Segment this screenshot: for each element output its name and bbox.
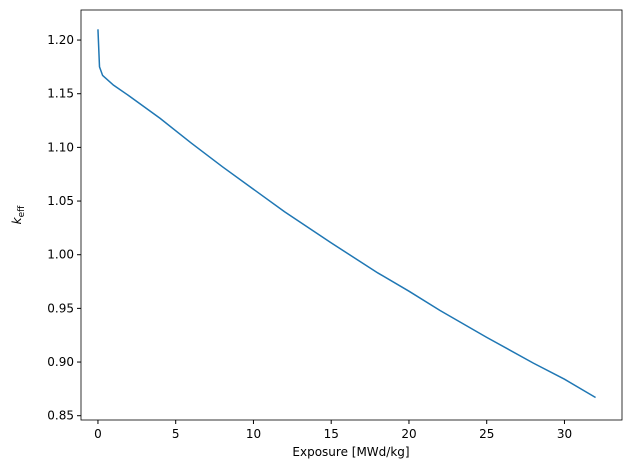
y-tick-label: 0.95	[47, 301, 74, 315]
x-tick-label: 30	[557, 427, 572, 441]
y-tick-label: 1.00	[47, 248, 74, 262]
x-tick-label: 25	[479, 427, 494, 441]
y-tick-label: 1.10	[47, 140, 74, 154]
y-tick-label: 0.90	[47, 355, 74, 369]
x-tick-label: 5	[172, 427, 180, 441]
y-tick-label: 1.20	[47, 33, 74, 47]
y-label-main: k	[10, 216, 24, 224]
data-line	[97, 29, 596, 399]
axes-frame	[80, 9, 623, 421]
x-tick-label: 0	[94, 427, 102, 441]
x-axis-label: Exposure [MWd/kg]	[292, 445, 409, 459]
x-tick-label: 15	[324, 427, 339, 441]
y-axis-label: keff	[10, 205, 27, 224]
x-tick-label: 10	[246, 427, 261, 441]
y-tick-label: 1.05	[47, 194, 74, 208]
y-tick-label: 0.85	[47, 409, 74, 423]
x-tick-label: 20	[401, 427, 416, 441]
y-tick-label: 1.15	[47, 87, 74, 101]
y-label-sub: eff	[17, 205, 27, 218]
